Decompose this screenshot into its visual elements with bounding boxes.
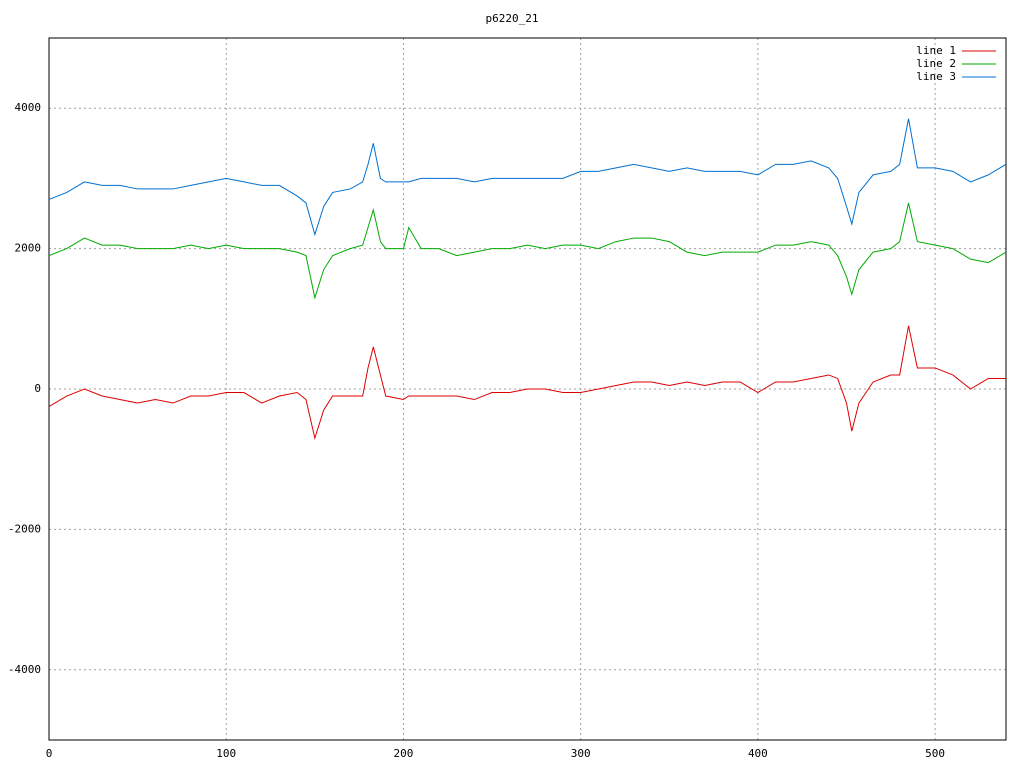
y-tick-label: 4000 bbox=[15, 101, 42, 114]
legend-label: line 3 bbox=[916, 70, 956, 83]
data-line bbox=[48, 202, 1007, 300]
plot-border bbox=[48, 37, 1007, 741]
y-tick-label: -4000 bbox=[8, 663, 41, 676]
y-tick-label: -2000 bbox=[8, 522, 41, 535]
chart-title: p6220_21 bbox=[486, 12, 539, 25]
y-tick-label: 0 bbox=[34, 382, 41, 395]
data-line bbox=[48, 325, 1006, 441]
x-tick-label: 200 bbox=[394, 747, 414, 760]
x-tick-label: 300 bbox=[571, 747, 591, 760]
x-tick-label: 0 bbox=[46, 747, 53, 760]
x-tick-label: 400 bbox=[748, 747, 768, 760]
x-tick-label: 100 bbox=[216, 747, 236, 760]
legend-label: line 1 bbox=[916, 44, 956, 57]
y-tick-label: 2000 bbox=[15, 242, 42, 255]
x-tick-label: 500 bbox=[925, 747, 945, 760]
data-line bbox=[48, 118, 1007, 237]
legend-label: line 2 bbox=[916, 57, 956, 70]
